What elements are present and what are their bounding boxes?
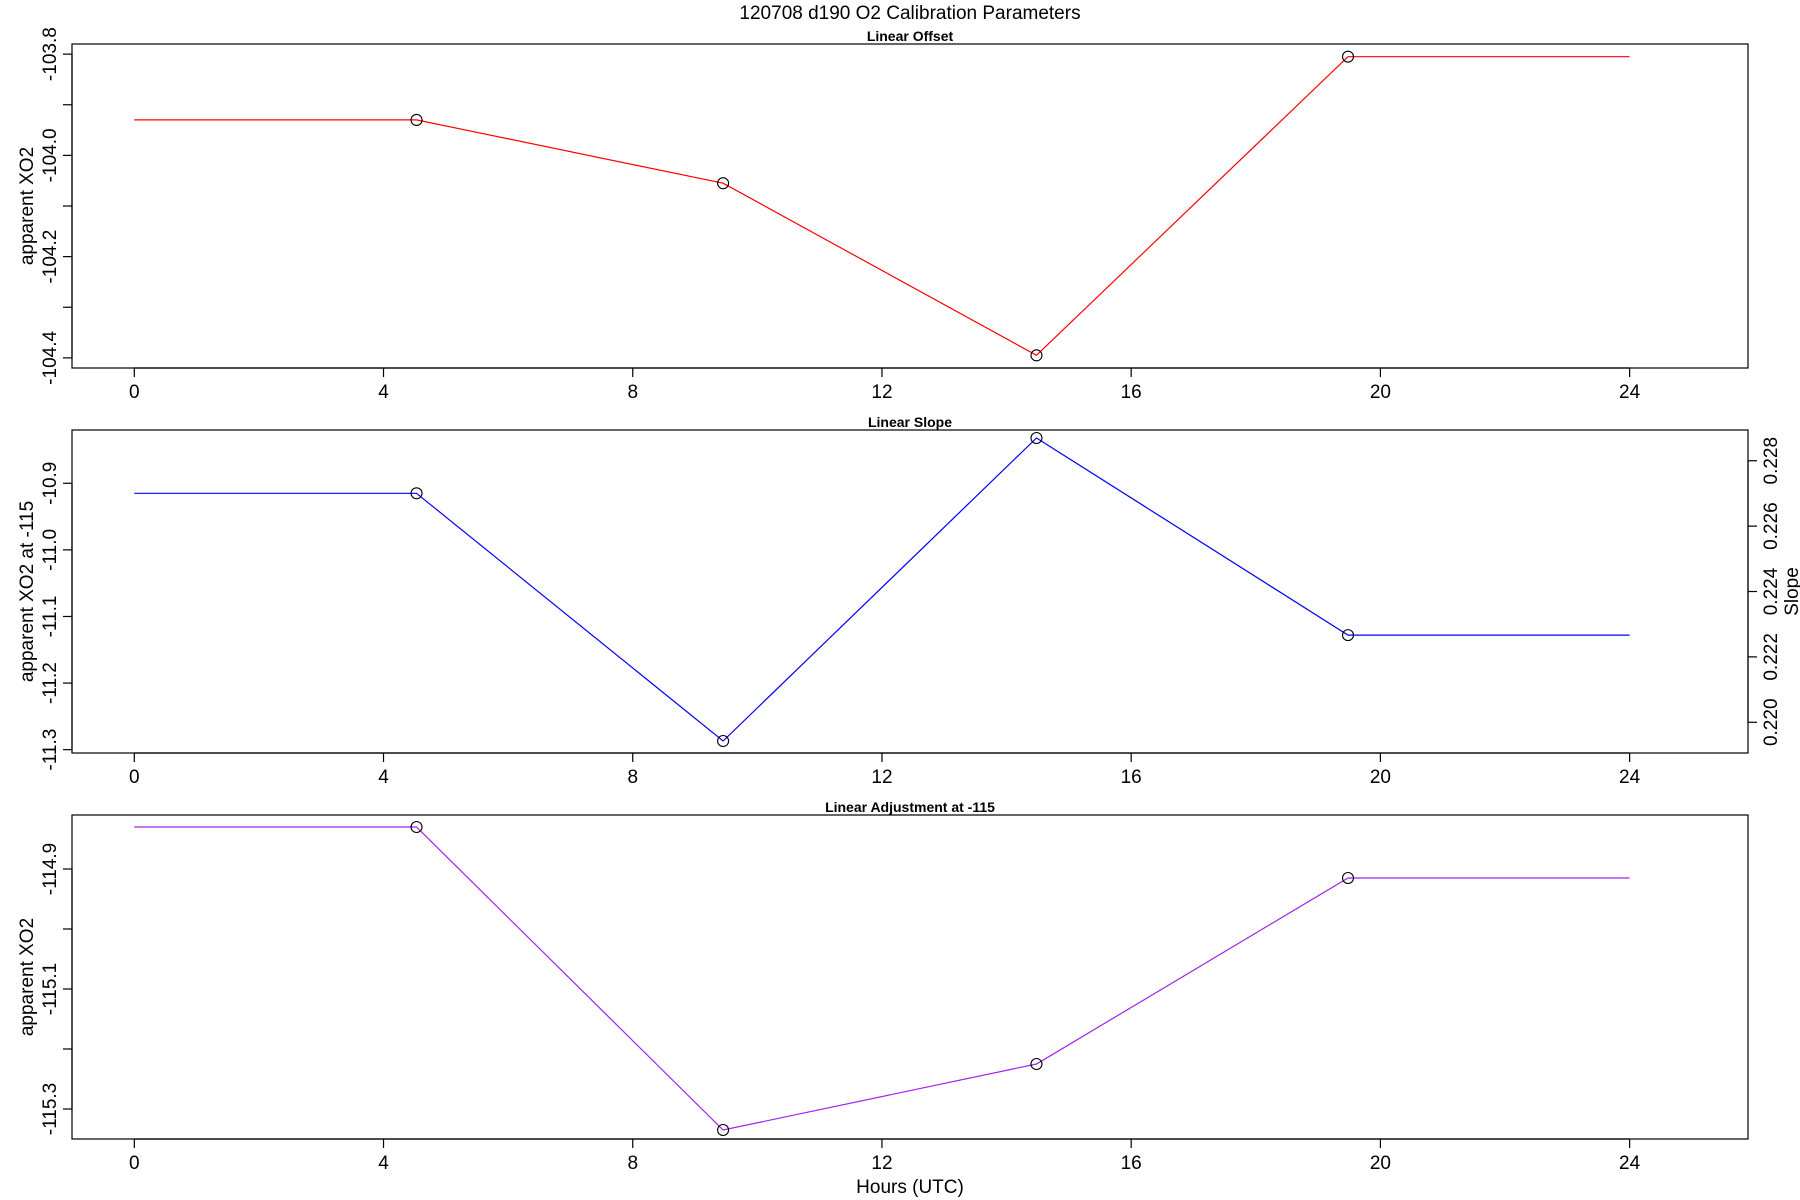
panel-title: Linear Adjustment at -115 [825,799,995,815]
data-point [717,177,730,190]
x-tick-label: 24 [1619,1153,1641,1174]
data-point [717,1123,730,1137]
x-axis-title: Hours (UTC) [856,1177,964,1198]
x-tick-label: 20 [1370,767,1391,788]
y-tick-label: -11.1 [40,596,61,638]
series-line [134,826,1630,1131]
x-tick-label: 12 [871,1153,892,1174]
y2-tick-label: 0.222 [1761,633,1782,681]
panel-title: Linear Offset [867,28,954,44]
x-tick-label: 8 [627,1153,638,1174]
x-tick-label: 16 [1121,382,1142,403]
y-tick-label: -103.8 [40,27,61,81]
data-point [1341,629,1355,642]
x-tick-label: 16 [1121,767,1142,788]
x-tick-label: 20 [1370,1153,1391,1174]
series-line [134,437,1630,742]
x-tick-label: 12 [871,767,892,788]
y2-axis-title: Slope [1782,567,1800,616]
y-tick-label: -104.2 [40,230,61,284]
x-tick-label: 0 [129,382,140,403]
data-point [1341,871,1355,885]
x-tick-label: 16 [1121,1153,1142,1174]
y-tick-label: -104.4 [40,331,61,385]
y-tick-label: -10.9 [40,462,61,505]
plot-frame [71,43,1749,369]
x-tick-label: 4 [378,1153,389,1174]
panel-2: Linear Slope 0 4 8 12 16 20 24 -11.3 -11.2 -11.1 -1… [17,414,1800,788]
y-axis-title: apparent XO2 at -115 [17,501,38,682]
x-tick-label: 12 [871,382,892,403]
y-tick-label: -115.3 [40,1083,61,1135]
y2-tick-label: 0.220 [1761,698,1782,746]
y-tick-label: -115.1 [40,963,61,1015]
y-tick-label: -104.0 [40,128,61,182]
y-tick-label: -11.3 [40,729,61,771]
x-tick-label: 0 [129,1153,140,1174]
data-point [410,113,423,126]
panel-3: Linear Adjustment at -115 0 4 8 12 16 20 24 -115… [17,799,1749,1174]
data-point [1030,431,1043,445]
data-point [410,487,423,500]
x-tick-label: 8 [627,767,638,788]
data-point [410,820,423,834]
x-tick-label: 24 [1619,767,1641,788]
data-point [717,734,730,748]
x-tick-label: 24 [1619,382,1641,403]
x-tick-label: 20 [1370,382,1391,403]
panel-title: Linear Slope [868,414,952,430]
y2-tick-label: 0.226 [1761,502,1782,550]
x-tick-label: 8 [627,382,638,403]
y-axis-title: apparent XO2 [17,147,38,265]
data-point [1030,349,1043,362]
x-tick-label: 4 [378,382,389,403]
plot-frame [71,429,1749,754]
data-point [1030,1057,1043,1071]
x-tick-label: 0 [129,767,140,788]
y-tick-label: -11.2 [40,662,61,704]
y-axis-title: apparent XO2 [17,918,38,1036]
data-point [1341,50,1355,63]
x-tick-label: 4 [378,767,389,788]
y-tick-label: -11.0 [40,529,61,571]
figure-title: 120708 d190 O2 Calibration Parameters [739,3,1080,24]
y2-tick-label: 0.228 [1761,437,1782,485]
panel-1: Linear Offset 0 4 8 12 16 20 24 -104.4 -104.2 -104… [17,27,1749,403]
y2-tick-label: 0.224 [1761,567,1782,615]
series-line [134,56,1630,357]
y-tick-label: -114.9 [40,843,61,895]
